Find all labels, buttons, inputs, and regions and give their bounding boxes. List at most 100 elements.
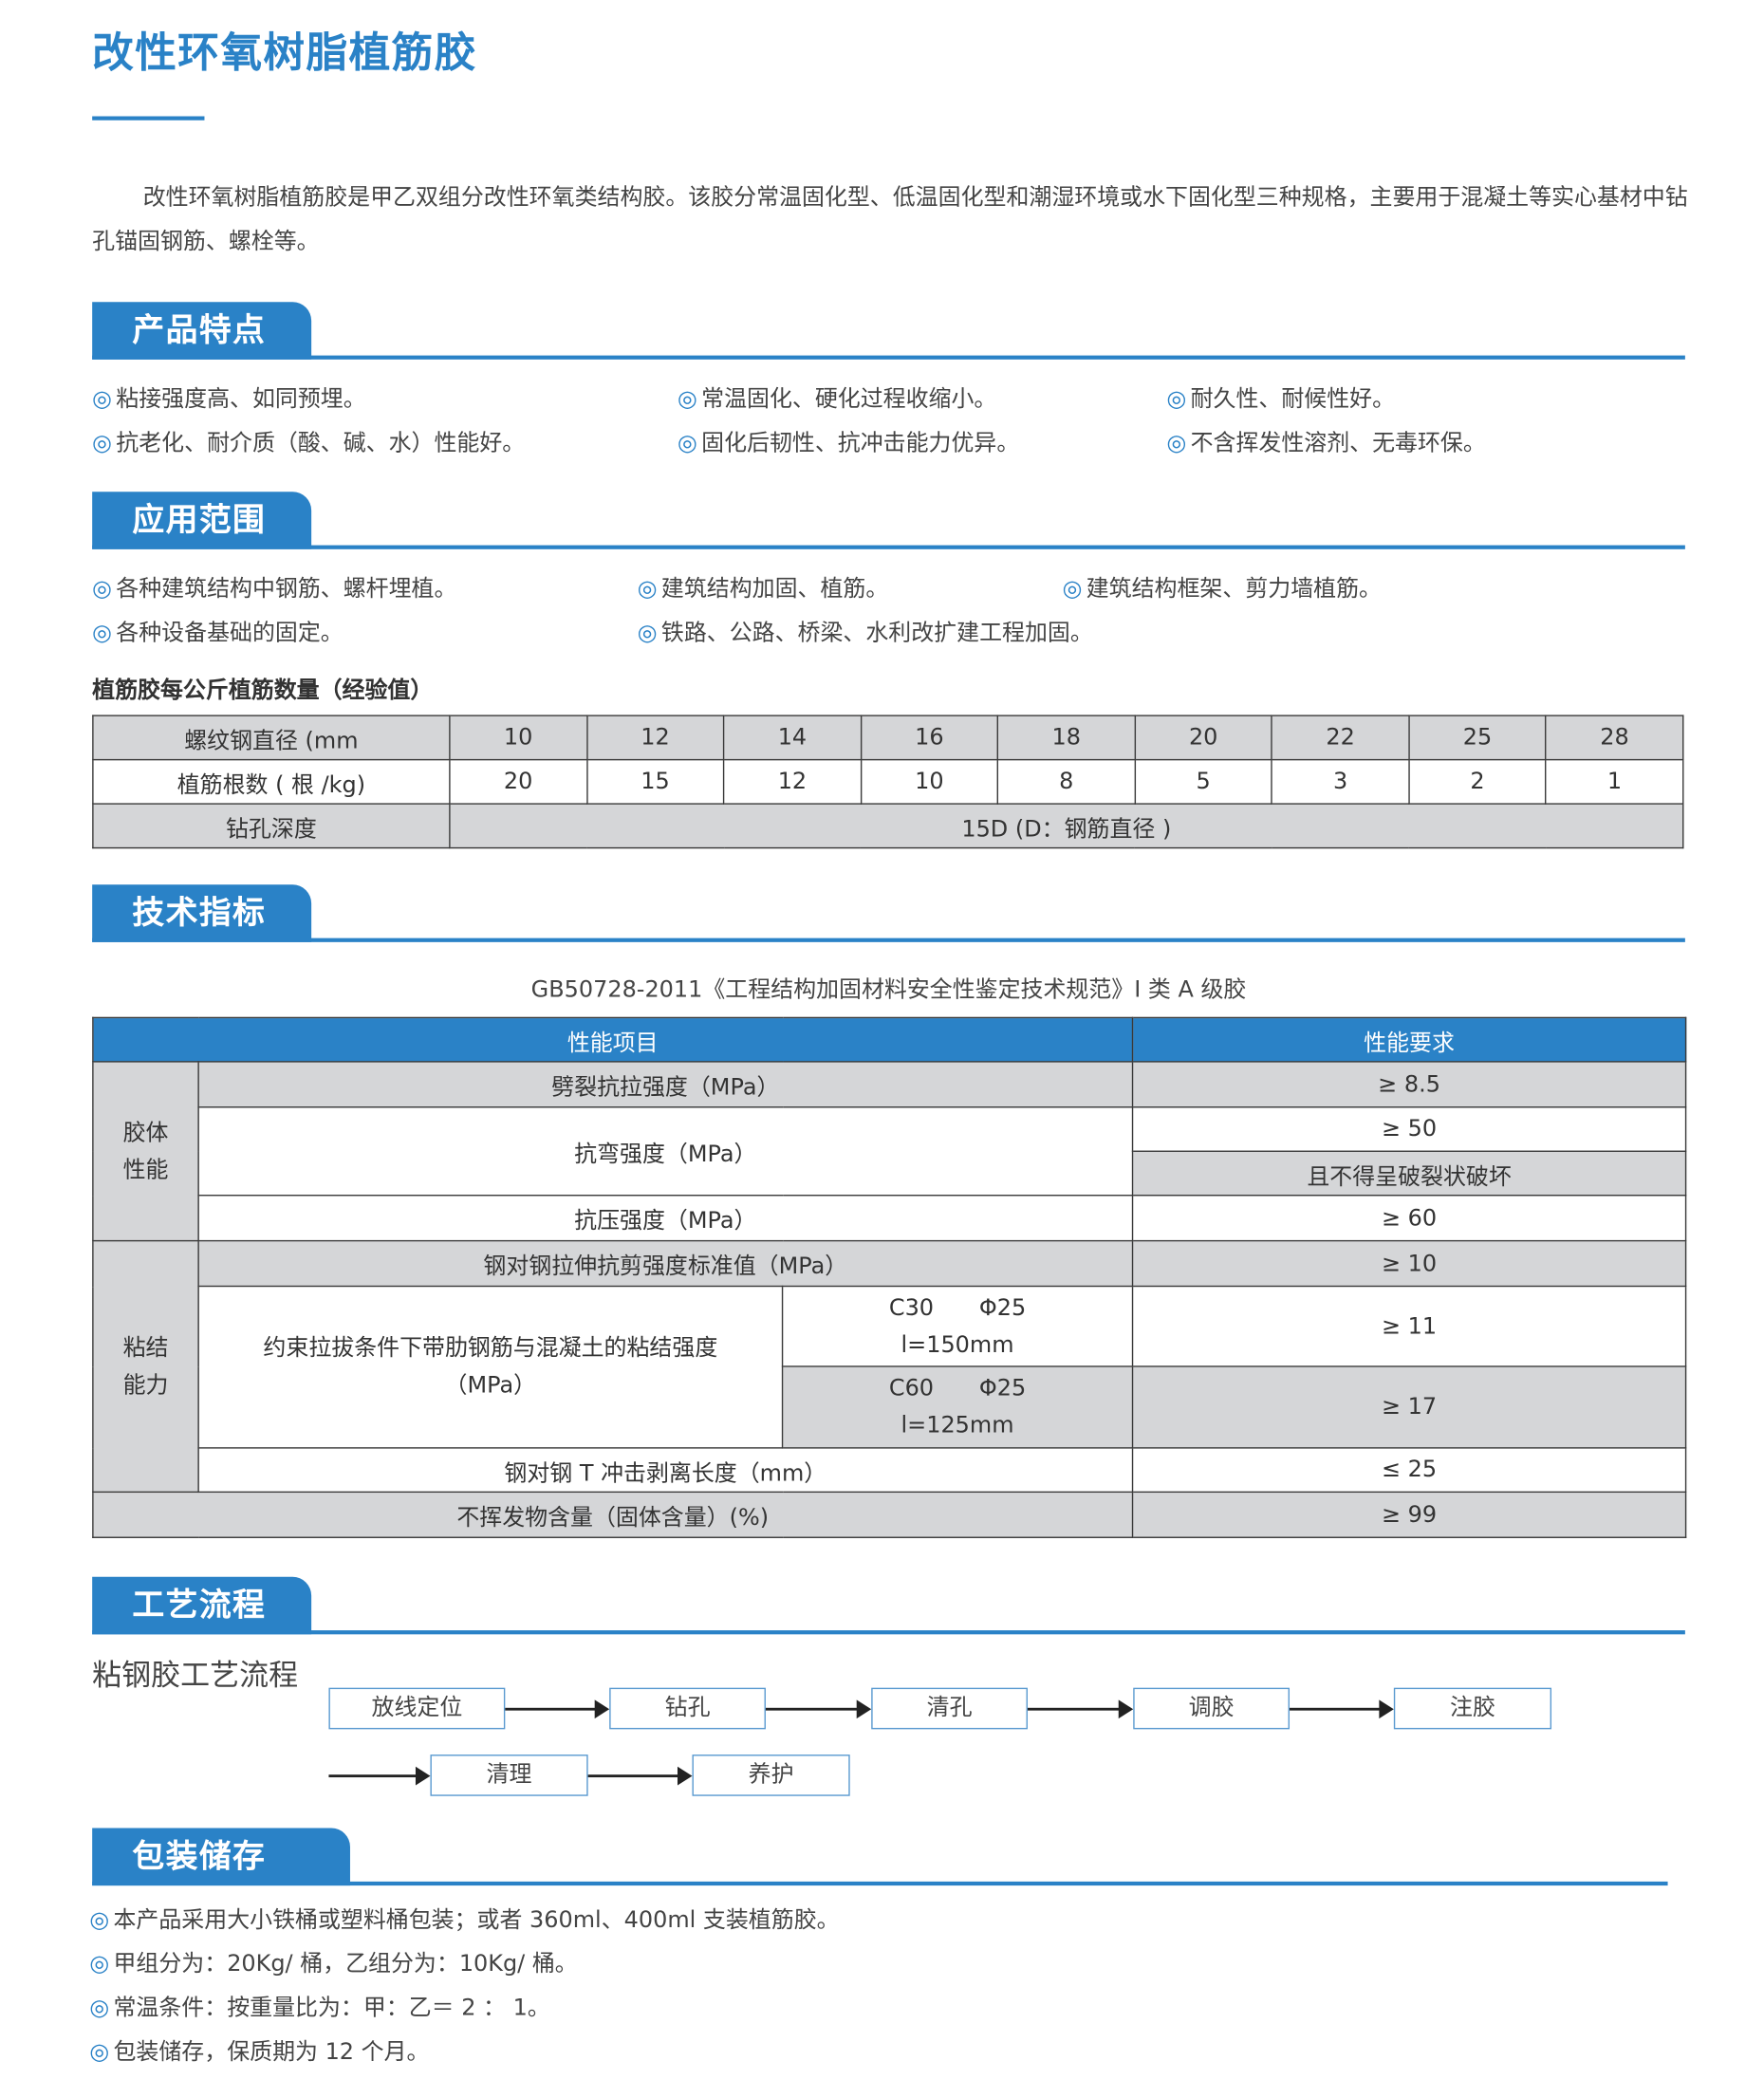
application-item: ◎ 各种设备基础的固定。 bbox=[92, 620, 344, 647]
arrow-right-icon bbox=[505, 1699, 610, 1719]
feature-item: ◎ 抗老化、耐介质（酸、碱、水）性能好。 bbox=[92, 430, 526, 457]
application-item: ◎ 各种建筑结构中钢筋、螺杆埋植。 bbox=[92, 575, 457, 603]
bullet-circle-icon: ◎ bbox=[678, 430, 697, 457]
packaging-item: ◎ 本产品采用大小铁桶或塑料桶包装；或者 360ml、400ml 支装植筋胶。 bbox=[89, 1906, 840, 1934]
feature-item: ◎ 固化后韧性、抗冲击能力优异。 bbox=[678, 430, 1020, 457]
process-label: 粘钢胶工艺流程 bbox=[92, 1660, 299, 1694]
column-header: 性能要求 bbox=[1131, 1016, 1687, 1063]
section-title: 工艺流程 bbox=[92, 1576, 312, 1635]
item-cell: 不挥发物含量（固体含量）(%) bbox=[92, 1491, 1134, 1538]
bullet-circle-icon: ◎ bbox=[92, 575, 113, 603]
diameter-cell: 28 bbox=[1545, 715, 1684, 761]
drill-depth-cell: 15D (D：钢筋直径 ) bbox=[449, 803, 1684, 849]
bullet-circle-icon: ◎ bbox=[92, 620, 113, 647]
table-row: 抗弯强度（MPa） ≥ 50 bbox=[93, 1106, 1687, 1197]
column-header: 性能项目 bbox=[92, 1016, 1134, 1063]
bullet-circle-icon: ◎ bbox=[637, 575, 658, 603]
rebar-table-caption: 植筋胶每公斤植筋数量（经验值） bbox=[92, 678, 434, 705]
bullet-circle-icon: ◎ bbox=[1062, 575, 1083, 603]
diameter-cell: 16 bbox=[860, 715, 999, 761]
count-cell: 1 bbox=[1545, 758, 1684, 805]
feature-item: ◎ 耐久性、耐候性好。 bbox=[1166, 385, 1396, 414]
value-cell: ≥ 8.5 bbox=[1131, 1061, 1687, 1108]
section-divider bbox=[92, 545, 1685, 549]
item-cell: 抗弯强度（MPa） bbox=[197, 1106, 1134, 1197]
value-cell: ≥ 50 bbox=[1131, 1106, 1687, 1152]
diameter-cell: 12 bbox=[585, 715, 725, 761]
section-title: 产品特点 bbox=[92, 302, 312, 360]
section-title: 技术指标 bbox=[92, 884, 312, 942]
table-row: 不挥发物含量（固体含量）(%) ≥ 99 bbox=[92, 1491, 1687, 1538]
table-row: 植筋根数 ( 根 /kg) 20 15 12 10 8 5 3 2 1 bbox=[92, 758, 1684, 805]
section-divider bbox=[92, 1881, 1668, 1886]
value-cell: ≥ 99 bbox=[1131, 1491, 1687, 1538]
item-cell: 约束拉拔条件下带肋钢筋与混凝土的粘结强度（MPa） bbox=[197, 1285, 784, 1449]
section-divider bbox=[92, 1630, 1685, 1635]
row-label: 钻孔深度 bbox=[92, 803, 451, 849]
value-cell: ≥ 10 bbox=[1131, 1239, 1687, 1288]
packaging-item: ◎ 甲组分为：20Kg/ 桶，乙组分为：10Kg/ 桶。 bbox=[89, 1951, 578, 1978]
section-divider bbox=[92, 355, 1685, 360]
table-header-row: 性能项目 性能要求 bbox=[92, 1016, 1687, 1063]
condition-cell: C30 Φ25 l=150mm bbox=[781, 1285, 1134, 1367]
intro-paragraph: 改性环氧树脂植筋胶是甲乙双组分改性环氧类结构胶。该胶分常温固化型、低温固化型和潮… bbox=[92, 184, 1688, 255]
section-title: 包装储存 bbox=[92, 1828, 350, 1886]
diameter-cell: 10 bbox=[449, 715, 588, 761]
section-title: 应用范围 bbox=[92, 492, 312, 549]
flow-step: 注胶 bbox=[1393, 1687, 1552, 1730]
item-cell: 抗压强度（MPa） bbox=[197, 1195, 1134, 1242]
title-underline bbox=[92, 116, 205, 121]
bullet-circle-icon: ◎ bbox=[1166, 430, 1187, 457]
standard-caption: GB50728-2011《工程结构加固材料安全性鉴定技术规范》I 类 A 级胶 bbox=[530, 976, 1247, 1004]
table-row: 约束拉拔条件下带肋钢筋与混凝土的粘结强度（MPa） C30 Φ25 l=150m… bbox=[93, 1285, 1687, 1449]
feature-item: ◎ 不含挥发性溶剂、无毒环保。 bbox=[1166, 430, 1486, 457]
value-cell: ≥ 17 bbox=[1131, 1365, 1687, 1449]
table-row: 钢对钢 T 冲击剥离长度（mm） ≤ 25 bbox=[93, 1447, 1687, 1494]
flow-step: 调胶 bbox=[1133, 1687, 1291, 1730]
table-row: 钻孔深度 15D (D：钢筋直径 ) bbox=[92, 803, 1684, 849]
application-item: ◎ 建筑结构框架、剪力墙植筋。 bbox=[1062, 575, 1382, 603]
bullet-circle-icon: ◎ bbox=[92, 430, 113, 457]
count-cell: 20 bbox=[449, 758, 588, 805]
bullet-circle-icon: ◎ bbox=[678, 385, 697, 414]
application-item: ◎ 建筑结构加固、植筋。 bbox=[637, 575, 889, 603]
count-cell: 12 bbox=[723, 758, 862, 805]
tech-spec-table: 性能项目 性能要求 胶体 性能 劈裂抗拉强度（MPa） ≥ 8.5 抗弯强度（M… bbox=[92, 1016, 1687, 1538]
count-cell: 10 bbox=[860, 758, 999, 805]
section-divider bbox=[92, 938, 1685, 942]
arrow-right-icon bbox=[328, 1766, 431, 1786]
bullet-circle-icon: ◎ bbox=[89, 1906, 110, 1934]
bullet-circle-icon: ◎ bbox=[637, 620, 658, 647]
table-row: 粘结 能力 钢对钢拉伸抗剪强度标准值（MPa） ≥ 10 bbox=[92, 1239, 1687, 1494]
table-row: 抗压强度（MPa） ≥ 60 bbox=[93, 1195, 1687, 1242]
diameter-cell: 14 bbox=[723, 715, 862, 761]
table-row: 螺纹钢直径 (mm 10 12 14 16 18 20 22 25 28 bbox=[92, 715, 1684, 761]
count-cell: 15 bbox=[585, 758, 725, 805]
arrow-right-icon bbox=[587, 1766, 693, 1786]
page-title: 改性环氧树脂植筋胶 bbox=[92, 28, 477, 78]
bullet-circle-icon: ◎ bbox=[92, 385, 113, 414]
group-label: 胶体 性能 bbox=[92, 1061, 199, 1242]
count-cell: 3 bbox=[1271, 758, 1410, 805]
flow-step: 放线定位 bbox=[328, 1687, 506, 1730]
table-row: 胶体 性能 劈裂抗拉强度（MPa） ≥ 8.5 bbox=[92, 1061, 1687, 1242]
diameter-cell: 25 bbox=[1408, 715, 1547, 761]
diameter-cell: 18 bbox=[996, 715, 1136, 761]
packaging-item: ◎ 包装储存，保质期为 12 个月。 bbox=[89, 2039, 430, 2067]
group-label: 粘结 能力 bbox=[92, 1239, 199, 1494]
arrow-right-icon bbox=[1290, 1699, 1394, 1719]
bullet-circle-icon: ◎ bbox=[89, 1951, 110, 1978]
bullet-circle-icon: ◎ bbox=[89, 1995, 110, 2022]
value-cell: ≤ 25 bbox=[1131, 1447, 1687, 1494]
item-cell: 钢对钢拉伸抗剪强度标准值（MPa） bbox=[197, 1239, 1134, 1288]
flow-step: 养护 bbox=[692, 1755, 850, 1796]
count-cell: 5 bbox=[1134, 758, 1273, 805]
count-cell: 2 bbox=[1408, 758, 1547, 805]
application-item: ◎ 铁路、公路、桥梁、水利改扩建工程加固。 bbox=[637, 620, 1093, 647]
table-row: C60 Φ25 l=125mm ≥ 17 bbox=[93, 1365, 1687, 1449]
flow-step: 清理 bbox=[430, 1755, 588, 1796]
flow-step: 清孔 bbox=[871, 1687, 1028, 1730]
item-cell: 劈裂抗拉强度（MPa） bbox=[197, 1061, 1134, 1108]
packaging-item: ◎ 常温条件：按重量比为：甲：乙＝ 2 ： 1。 bbox=[89, 1995, 550, 2022]
